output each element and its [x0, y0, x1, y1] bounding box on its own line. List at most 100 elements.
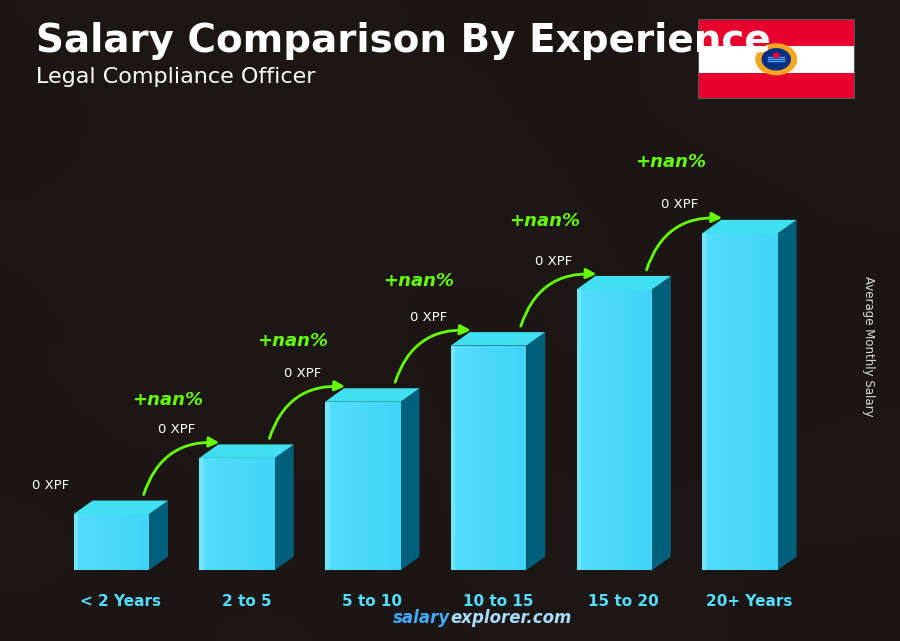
Bar [325, 402, 329, 570]
Bar [385, 402, 388, 570]
Bar [347, 402, 350, 570]
Bar [594, 290, 597, 570]
Bar [257, 458, 260, 570]
Bar [698, 72, 855, 99]
Bar [358, 402, 361, 570]
Text: 5 to 10: 5 to 10 [342, 594, 402, 609]
Bar [119, 514, 122, 570]
Bar [330, 402, 333, 570]
Polygon shape [526, 332, 545, 570]
Bar [740, 233, 742, 570]
Bar [712, 233, 715, 570]
Bar [131, 514, 134, 570]
Text: +nan%: +nan% [383, 272, 454, 290]
Bar [773, 233, 775, 570]
Bar [262, 458, 265, 570]
Bar [200, 458, 204, 570]
Bar [476, 345, 479, 570]
Bar [698, 19, 855, 46]
Bar [220, 458, 222, 570]
Text: 20+ Years: 20+ Years [706, 594, 793, 609]
Bar [518, 345, 521, 570]
Bar [381, 402, 383, 570]
Bar [627, 290, 629, 570]
Bar [730, 233, 733, 570]
Bar [745, 233, 748, 570]
Polygon shape [74, 501, 168, 514]
Bar [639, 290, 642, 570]
Bar [328, 402, 330, 570]
Bar [458, 345, 461, 570]
Bar [517, 345, 519, 570]
Bar [214, 458, 217, 570]
Bar [616, 290, 619, 570]
Text: 0 XPF: 0 XPF [32, 479, 69, 492]
Bar [212, 458, 214, 570]
Text: 0 XPF: 0 XPF [284, 367, 321, 380]
Bar [249, 458, 252, 570]
Bar [114, 514, 117, 570]
Bar [122, 514, 124, 570]
Bar [650, 290, 652, 570]
Circle shape [755, 44, 797, 75]
Bar [356, 402, 358, 570]
Polygon shape [702, 220, 796, 233]
Bar [134, 514, 137, 570]
Bar [76, 514, 79, 570]
Bar [451, 345, 454, 570]
Bar [391, 402, 393, 570]
Bar [235, 458, 238, 570]
Bar [768, 233, 770, 570]
Bar [353, 402, 356, 570]
Polygon shape [577, 276, 670, 290]
Text: 15 to 20: 15 to 20 [589, 594, 659, 609]
Bar [222, 458, 225, 570]
Bar [204, 458, 207, 570]
Text: Legal Compliance Officer: Legal Compliance Officer [36, 67, 316, 87]
Bar [715, 233, 717, 570]
Circle shape [761, 48, 791, 71]
Polygon shape [200, 444, 293, 458]
Bar [486, 345, 489, 570]
Bar [239, 458, 242, 570]
Bar [591, 290, 594, 570]
Text: 0 XPF: 0 XPF [410, 311, 447, 324]
Bar [619, 290, 622, 570]
Bar [242, 458, 245, 570]
Bar [91, 514, 94, 570]
Bar [147, 514, 149, 570]
Bar [89, 514, 92, 570]
Bar [360, 402, 363, 570]
Bar [106, 514, 109, 570]
Bar [637, 290, 640, 570]
Bar [398, 402, 400, 570]
Bar [758, 233, 760, 570]
Bar [765, 233, 768, 570]
Bar [524, 345, 526, 570]
Bar [116, 514, 119, 570]
Bar [237, 458, 239, 570]
Bar [602, 290, 605, 570]
Bar [86, 514, 89, 570]
Text: +nan%: +nan% [509, 212, 580, 231]
Bar [752, 233, 755, 570]
Bar [584, 290, 587, 570]
Bar [597, 290, 599, 570]
Bar [144, 514, 147, 570]
Bar [225, 458, 227, 570]
Bar [140, 514, 141, 570]
Bar [466, 345, 469, 570]
Bar [265, 458, 267, 570]
Bar [378, 402, 381, 570]
Bar [395, 402, 398, 570]
Bar [587, 290, 590, 570]
Bar [514, 345, 517, 570]
Bar [511, 345, 514, 570]
Bar [634, 290, 637, 570]
Bar [451, 345, 455, 570]
Bar [724, 233, 727, 570]
Bar [499, 345, 501, 570]
Bar [481, 345, 483, 570]
Bar [81, 514, 84, 570]
Text: explorer.com: explorer.com [450, 609, 572, 627]
